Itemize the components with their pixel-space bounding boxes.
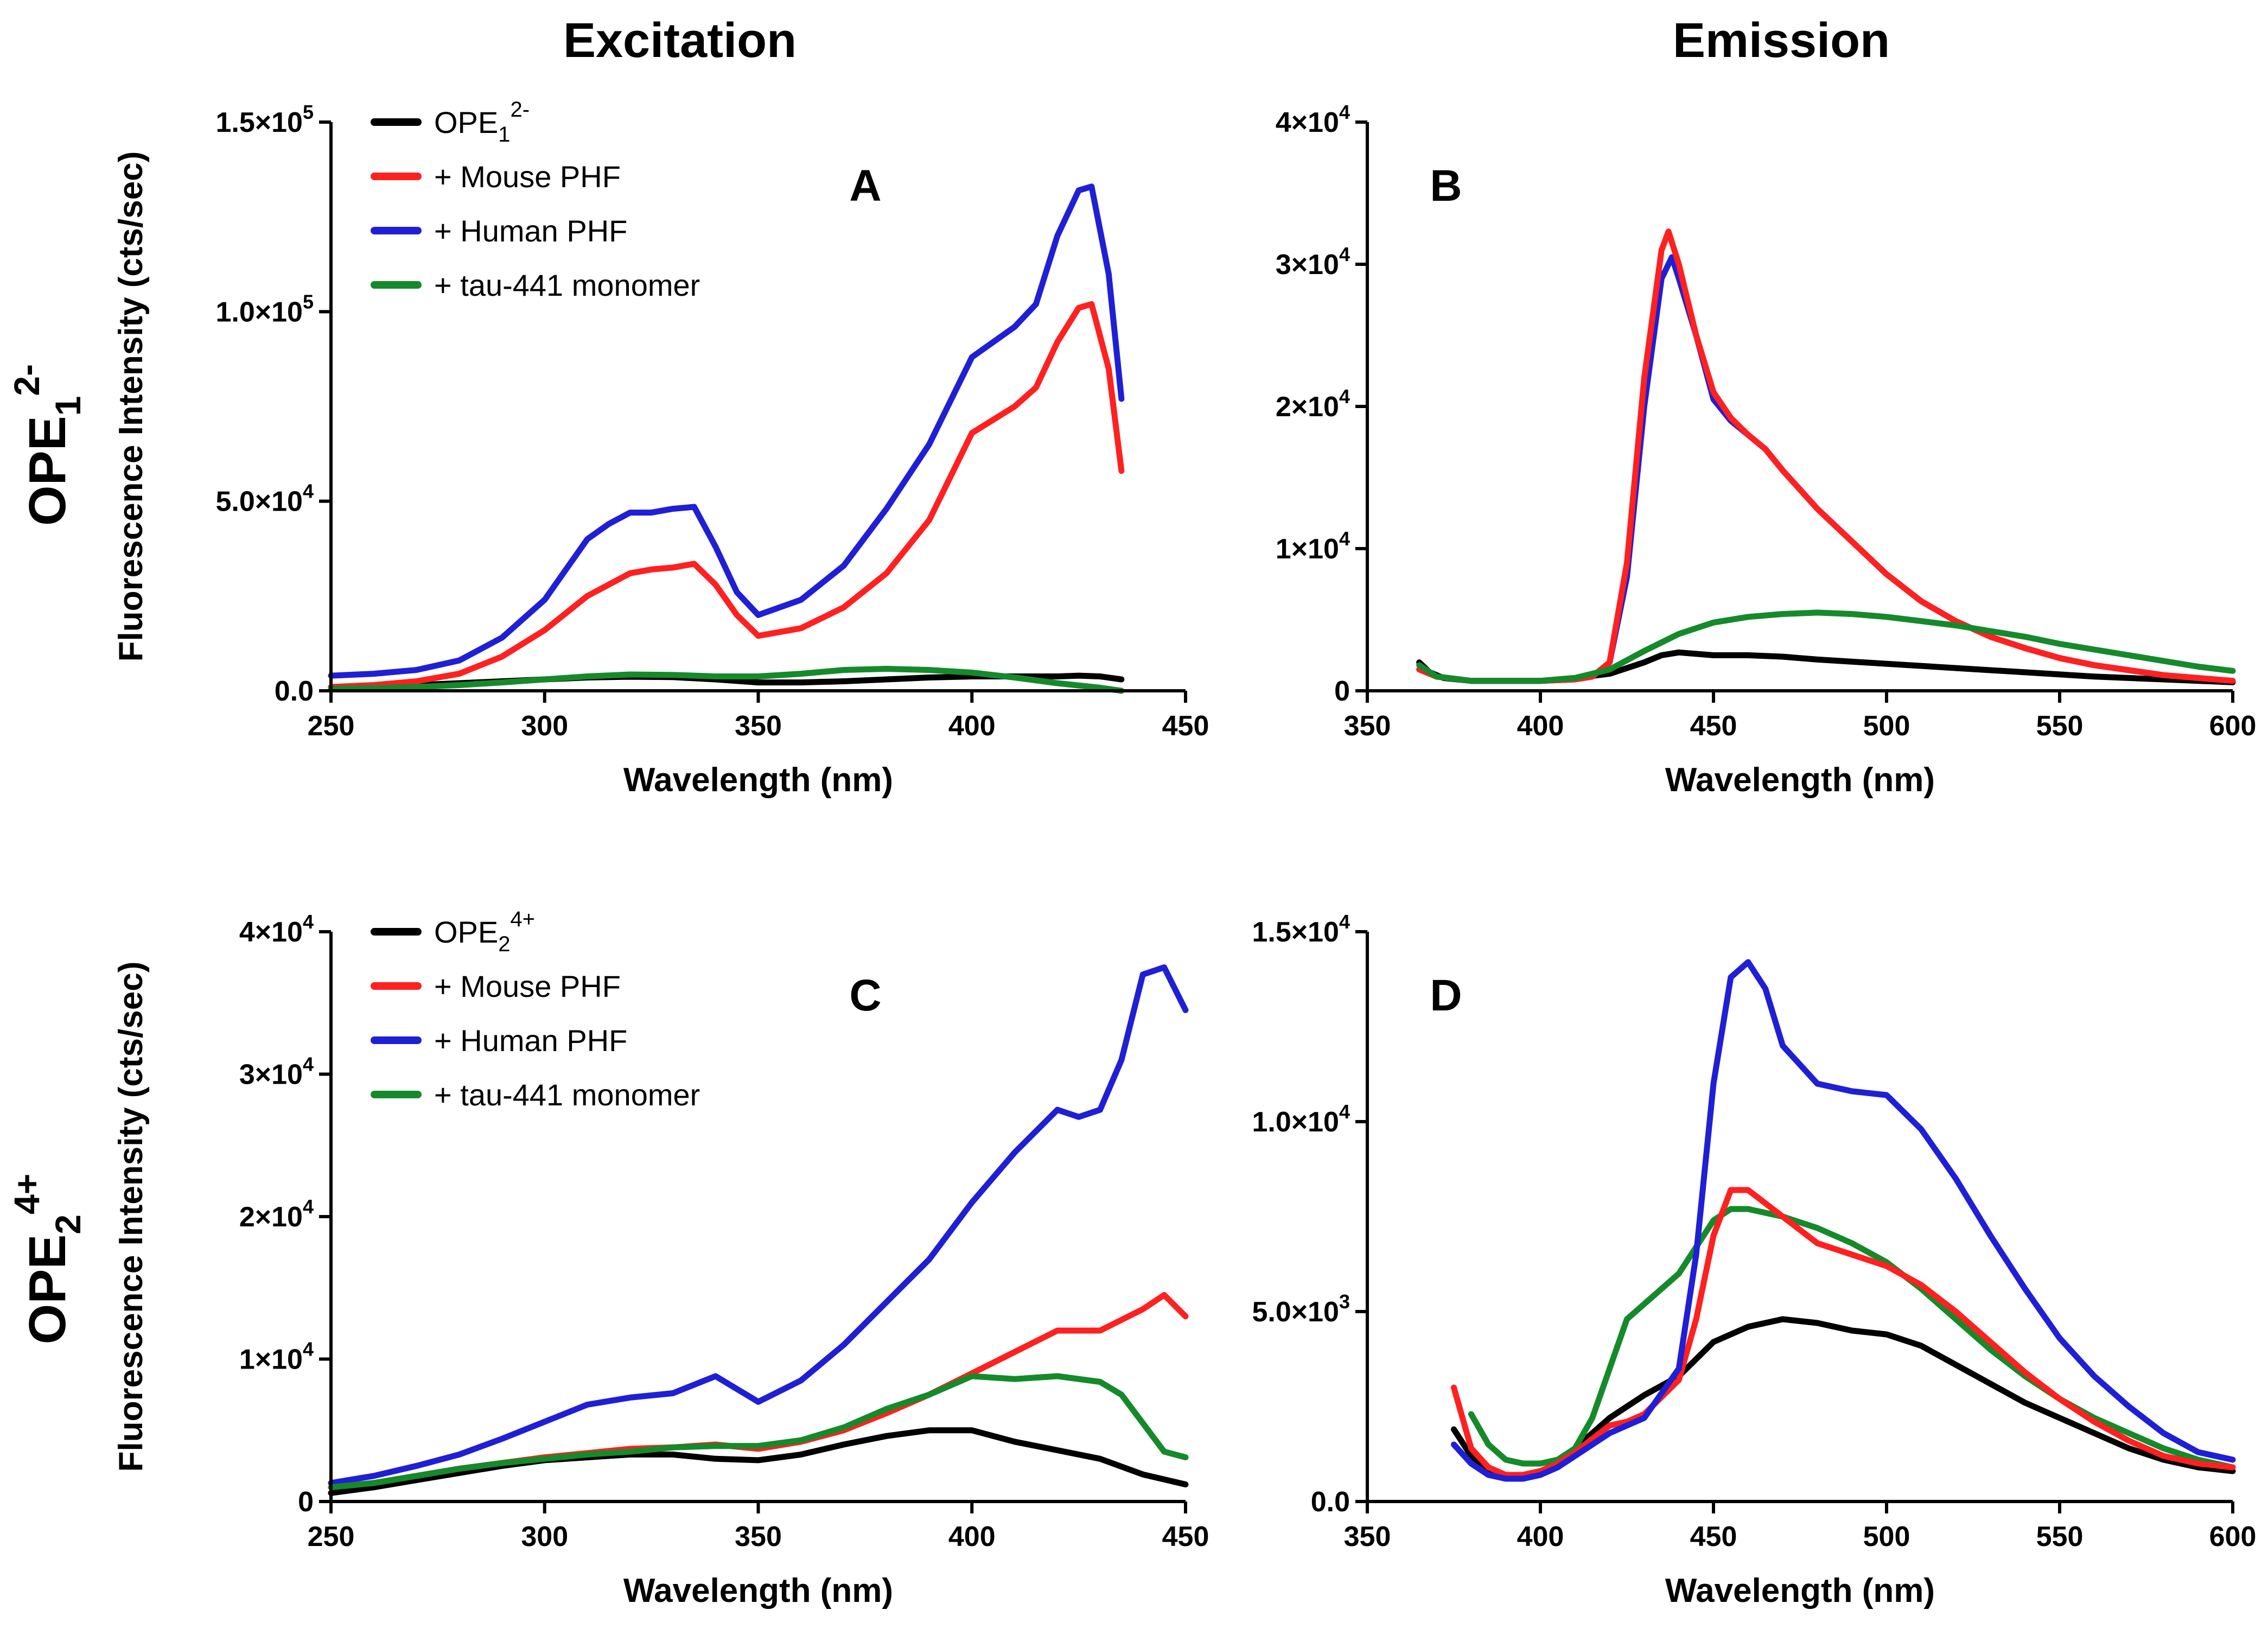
panel-letter-c: C — [849, 971, 881, 1020]
x-tick-label: 350 — [735, 1521, 782, 1553]
y-tick-label: 1×104 — [239, 1338, 314, 1376]
panel-a-series-line-1 — [328, 301, 1125, 690]
x-tick-label: 450 — [1690, 1521, 1737, 1553]
svg-text:OPE12-: OPE12- — [7, 364, 88, 526]
panel-letter-a: A — [849, 161, 881, 211]
y-tick-label: 3×104 — [1276, 243, 1350, 281]
x-tick-label: 550 — [2036, 710, 2084, 742]
x-tick-label: 300 — [521, 1521, 568, 1553]
y-tick-label: 0 — [1334, 676, 1350, 707]
panel-d-emission-chart: 350 400 450 500 550 600 0.0 5.0×103 1.0×104 1.5×1… — [1252, 911, 2256, 1609]
panel-d-series-line-2 — [1451, 1187, 2236, 1478]
x-tick-label: 400 — [1517, 1521, 1564, 1553]
panel-c-series-line-2 — [328, 964, 1189, 1486]
y-tick-label: 1.5×105 — [215, 101, 314, 138]
legend-label: + Human PHF — [434, 214, 627, 248]
legend-label: + tau-441 monomer — [434, 268, 700, 302]
legend-label: + Human PHF — [434, 1023, 627, 1058]
x-tick-label: 400 — [948, 1521, 996, 1553]
panel-d-series-line-3 — [1451, 959, 2236, 1482]
legend-label: + Mouse PHF — [434, 969, 621, 1003]
svg-text:OPE24+: OPE24+ — [7, 1174, 88, 1345]
y-tick-label: 2×104 — [239, 1195, 314, 1233]
x-tick-label: 350 — [735, 710, 782, 742]
x-tick-label: 300 — [521, 710, 568, 742]
x-tick-label: 250 — [308, 1521, 355, 1553]
panel-b-emission-chart: 350 400 450 500 550 600 0 1×104 2×104 3×104 4×104 W… — [1276, 101, 2257, 799]
panel-a-series-line-2 — [328, 183, 1125, 679]
panel-a-excitation-chart: 250 300 350 400 450 0.0 5.0×104 1.0×105 1.5×105 W… — [112, 98, 1209, 799]
x-tick-label: 350 — [1344, 1521, 1391, 1553]
y-tick-label: 1.5×104 — [1252, 911, 1350, 948]
row-label-ope2: OPE24+ — [7, 1174, 88, 1345]
y-tick-label: 5.0×103 — [1252, 1290, 1350, 1328]
y-tick-label: 0.0 — [275, 676, 314, 707]
col-title-excitation: Excitation — [563, 14, 797, 68]
panel-c-excitation-chart: 250 300 350 400 450 0 1×104 2×104 3×104 4×104 Wave… — [112, 907, 1209, 1609]
x-tick-label: 450 — [1690, 710, 1737, 742]
y-tick-label: 4×104 — [1276, 101, 1350, 138]
col-title-emission: Emission — [1673, 14, 1890, 68]
x-tick-label: 350 — [1344, 710, 1391, 742]
panel-d-x-axis-title: Wavelength (nm) — [1665, 1572, 1935, 1609]
row-label-ope1: OPE12- — [7, 364, 88, 526]
row-label-ope1-base: OPE — [18, 416, 77, 526]
panel-a-series-line-3 — [328, 666, 1125, 694]
y-tick-label: 0 — [298, 1486, 314, 1518]
y-tick-label: 5.0×104 — [215, 480, 314, 518]
row-label-ope1-sub: 1 — [48, 396, 88, 416]
panel-c-x-axis-title: Wavelength (nm) — [623, 1572, 893, 1609]
x-tick-label: 400 — [948, 710, 996, 742]
panel-c-series-line-3 — [328, 1373, 1189, 1491]
x-tick-label: 600 — [2209, 710, 2257, 742]
x-tick-label: 500 — [1863, 710, 1910, 742]
legend-label: + tau-441 monomer — [434, 1078, 700, 1112]
y-tick-label: 1.0×105 — [215, 290, 314, 328]
panel-c-y-axis-title: Fluorescence Intensity (cts/sec) — [112, 962, 150, 1472]
panel-b-series-line-3 — [1416, 609, 2236, 684]
panel-letter-b: B — [1430, 161, 1462, 211]
legend-label: + Mouse PHF — [434, 160, 621, 194]
x-tick-label: 450 — [1162, 710, 1209, 742]
row-label-ope2-base: OPE — [18, 1235, 77, 1345]
x-tick-label: 450 — [1162, 1521, 1209, 1553]
x-tick-label: 550 — [2036, 1521, 2084, 1553]
row-label-ope1-sup: 2- — [7, 364, 47, 396]
row-label-ope2-sup: 4+ — [7, 1174, 47, 1214]
y-tick-label: 0.0 — [1311, 1486, 1350, 1518]
panel-a-x-axis-title: Wavelength (nm) — [623, 761, 893, 799]
y-tick-label: 1.0×104 — [1252, 1100, 1350, 1138]
row-label-ope2-sub: 2 — [48, 1214, 88, 1235]
panel-letter-d: D — [1430, 971, 1462, 1020]
y-tick-label: 1×104 — [1276, 527, 1350, 565]
x-tick-label: 500 — [1863, 1521, 1910, 1553]
panel-b-series-line-1 — [1416, 254, 2236, 684]
panel-c-series-line-0 — [328, 1427, 1189, 1496]
legend-label: OPE24+ — [434, 907, 535, 956]
panel-b-x-axis-title: Wavelength (nm) — [1665, 761, 1935, 799]
panel-a-y-axis-title: Fluorescence Intensity (cts/sec) — [112, 151, 150, 662]
x-tick-label: 250 — [308, 710, 355, 742]
x-tick-label: 600 — [2209, 1521, 2257, 1553]
legend-label: OPE12- — [434, 98, 530, 147]
y-tick-label: 4×104 — [239, 911, 314, 948]
x-tick-label: 400 — [1517, 710, 1564, 742]
y-tick-label: 2×104 — [1276, 385, 1350, 423]
panel-d-series-line-1 — [1468, 1206, 2236, 1471]
y-tick-label: 3×104 — [239, 1053, 314, 1091]
